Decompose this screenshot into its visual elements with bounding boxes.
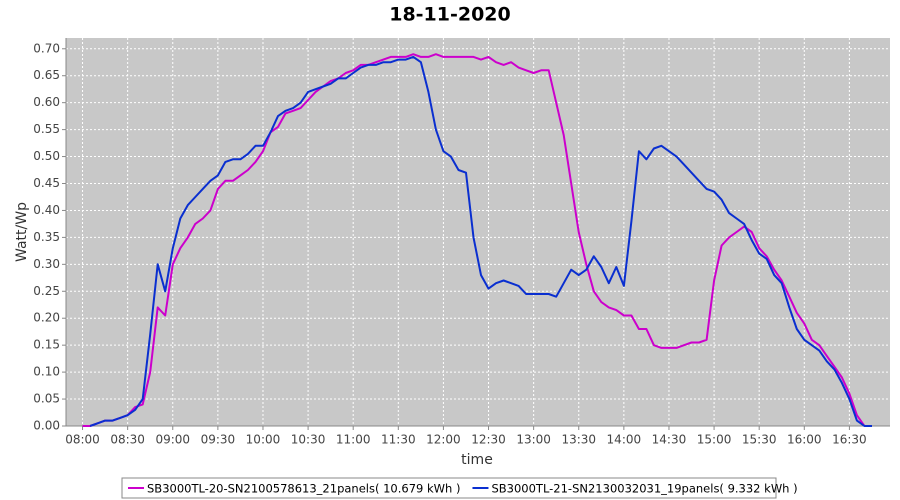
y-tick-label: 0.45 [33, 176, 60, 190]
x-tick-label: 15:30 [742, 433, 777, 447]
legend-label: SB3000TL-21-SN2130032031_19panels( 9.332… [491, 482, 797, 496]
x-tick-label: 14:30 [652, 433, 687, 447]
y-tick-label: 0.55 [33, 122, 60, 136]
y-tick-label: 0.15 [33, 338, 60, 352]
x-tick-label: 10:30 [291, 433, 326, 447]
series-line [82, 53, 866, 427]
x-tick-label: 08:00 [65, 433, 100, 447]
y-axis-label: Watt/Wp [14, 202, 30, 262]
y-tick-label: 0.00 [33, 419, 60, 433]
x-tick-label: 16:00 [787, 433, 822, 447]
x-axis-label: time [461, 452, 493, 468]
legend [121, 477, 777, 499]
x-tick-label: 13:30 [561, 433, 596, 447]
y-tick-label: 0.05 [33, 392, 60, 406]
y-tick-label: 0.50 [33, 149, 60, 163]
x-tick-label: 11:00 [336, 433, 371, 447]
y-tick-label: 0.20 [33, 311, 60, 325]
x-tick-label: 16:30 [832, 433, 867, 447]
chart-title: 18-11-2020 [389, 4, 511, 26]
series-line [89, 55, 872, 427]
y-tick-label: 0.25 [33, 284, 60, 298]
x-tick-label: 12:00 [426, 433, 461, 447]
x-tick-label: 13:00 [516, 433, 551, 447]
x-tick-label: 15:00 [697, 433, 732, 447]
x-tick-label: 08:30 [110, 433, 145, 447]
y-tick-label: 0.10 [33, 365, 60, 379]
y-tick-label: 0.70 [33, 41, 60, 55]
x-tick-label: 10:00 [246, 433, 281, 447]
y-tick-label: 0.40 [33, 203, 60, 217]
y-tick-label: 0.35 [33, 230, 60, 244]
x-tick-label: 12:30 [471, 433, 506, 447]
legend-label: SB3000TL-20-SN2100578613_21panels( 10.67… [147, 482, 460, 496]
y-tick-label: 0.65 [33, 68, 60, 82]
y-tick-label: 0.30 [33, 257, 60, 271]
x-tick-label: 09:30 [201, 433, 236, 447]
x-tick-label: 14:00 [607, 433, 642, 447]
plot-area [66, 38, 890, 426]
x-tick-label: 11:30 [381, 433, 416, 447]
x-tick-label: 09:00 [155, 433, 190, 447]
y-tick-label: 0.60 [33, 95, 60, 109]
